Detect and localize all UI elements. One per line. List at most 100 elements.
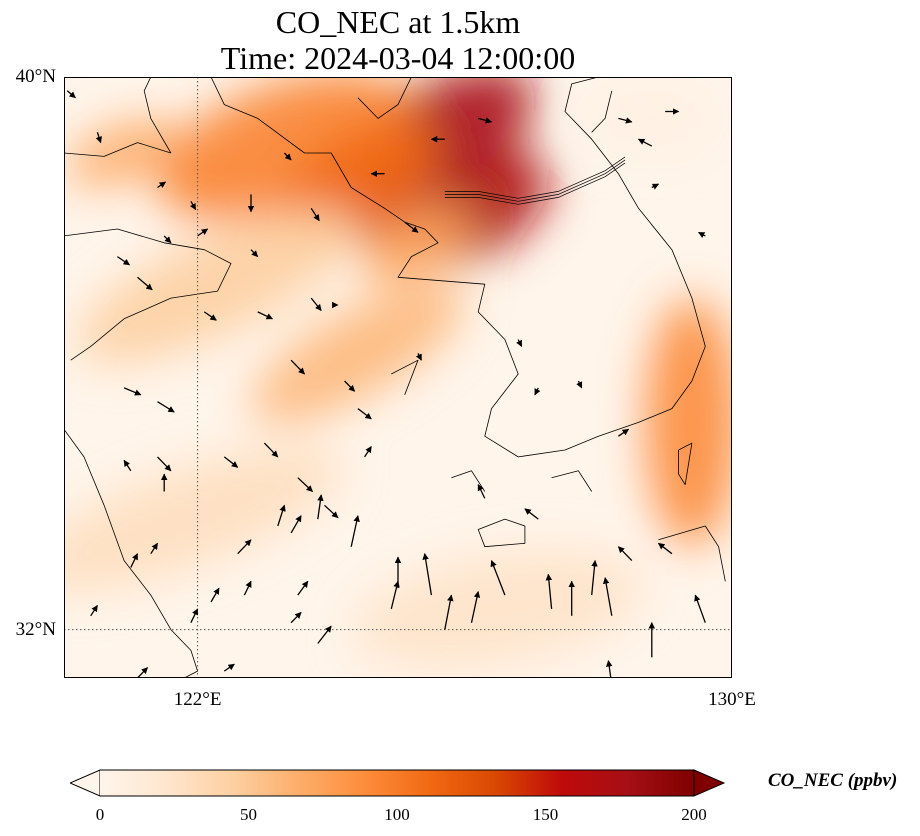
wind-arrow-20 [297,477,313,492]
border-line-1 [444,159,626,202]
wind-arrow-64 [651,183,660,190]
wind-arrow-54 [605,660,613,678]
colorbar-title: CO_NEC (ppbv) [768,770,898,791]
coastline-6 [477,518,526,548]
wind-arrow-10 [137,276,153,291]
wind-arrow-41 [317,625,332,644]
longitude-label-122e: 122°E [173,689,222,710]
coastline-3 [210,77,706,458]
colorbar-min-extend [68,769,101,797]
wind-arrow-59 [477,484,486,499]
wind-arrow-63 [637,138,653,147]
wind-arrow-1 [95,132,103,144]
colorbar-tick-100: 100 [384,805,410,824]
wind-arrow-52 [602,577,613,616]
colorbar-graphic [68,769,726,797]
wind-arrow-51 [591,559,598,596]
coastline-5 [591,90,613,133]
wind-arrow-7 [310,207,320,222]
colorbar [68,768,726,798]
wind-arrow-72 [163,235,172,244]
wind-arrow-6 [283,152,292,161]
map-plot-area[interactable] [64,77,732,678]
border-line-2 [444,162,626,205]
map-canvas [64,77,732,678]
wind-arrow-31 [130,553,139,568]
coastline-7 [678,442,693,486]
wind-arrow-47 [422,553,433,596]
wind-arrow-34 [350,515,360,547]
coastline-10 [551,470,593,492]
wind-arrow-45 [444,594,454,630]
wind-arrow-37 [210,587,220,603]
wind-arrow-16 [123,387,142,396]
wind-arrow-0 [66,90,76,99]
wind-arrow-58 [524,508,539,520]
wind-arrow-12 [257,311,273,320]
wind-arrow-4 [197,228,209,237]
wind-arrow-9 [117,256,131,266]
wind-arrow-55 [694,594,706,623]
concentration-plume-11 [585,83,719,153]
coastline-layer [64,77,726,678]
concentration-plume-4 [66,119,182,187]
latitude-label-40n: 40°N [15,66,56,87]
wind-arrow-2 [157,181,167,189]
map-border [64,77,732,678]
wind-arrow-62 [534,387,541,396]
wind-arrow-60 [576,380,583,389]
wind-arrow-11 [203,311,217,321]
concentration-plume-6 [645,298,732,547]
wind-arrow-43 [390,580,400,610]
wind-arrow-29 [277,504,286,527]
wind-arrow-15 [344,380,356,392]
wind-arrow-57 [617,546,633,562]
wind-vector-layer [66,90,706,678]
wind-arrow-69 [618,117,633,124]
wind-arrow-18 [157,456,172,472]
wind-arrow-17 [157,401,175,413]
coastline-1 [64,429,199,678]
colorbar-gradient [100,770,694,796]
wind-arrow-61 [618,428,630,437]
wind-arrow-3 [189,200,197,211]
wind-arrow-21 [357,408,372,420]
wind-arrow-48 [490,559,506,596]
concentration-plume-10 [353,548,644,670]
wind-arrow-67 [404,221,419,233]
wind-arrow-35 [317,494,324,520]
colorbar-tick-50: 50 [240,805,257,824]
wind-arrow-56 [657,542,673,555]
wind-arrow-30 [190,608,199,623]
wind-arrow-24 [324,504,339,519]
wind-arrow-22 [263,442,279,458]
concentration-plume-7 [76,205,359,363]
wind-arrow-71 [478,117,493,124]
wind-arrow-46 [470,590,481,623]
wind-arrow-74 [415,353,422,361]
concentration-plume-8 [363,202,473,284]
colorbar-tick-200: 200 [681,805,707,824]
coastline-2 [64,77,172,157]
figure-title-line-1: CO_NEC at 1.5km [275,4,521,40]
longitude-label-130e: 130°E [708,689,756,710]
wind-arrow-28 [237,539,252,555]
wind-arrow-65 [698,231,706,238]
concentration-plume-5 [251,283,465,424]
concentration-plume-9 [64,446,343,593]
border-line-0 [444,156,626,199]
wind-arrow-38 [136,667,148,678]
gridline-layer [64,77,732,678]
wind-arrow-14 [290,359,305,375]
wind-arrow-49 [545,573,553,609]
colorbar-tick-150: 150 [532,805,559,824]
wind-arrow-5 [250,249,259,258]
wind-arrow-42 [290,611,302,624]
wind-arrow-39 [90,604,98,617]
wind-arrow-40 [223,663,235,672]
coastline-4 [357,77,412,119]
figure-title-line-2: Time: 2024-03-04 12:00:00 [220,40,576,76]
wind-arrow-23 [364,446,372,458]
wind-arrow-13 [310,297,322,312]
wind-arrow-36 [150,542,159,555]
